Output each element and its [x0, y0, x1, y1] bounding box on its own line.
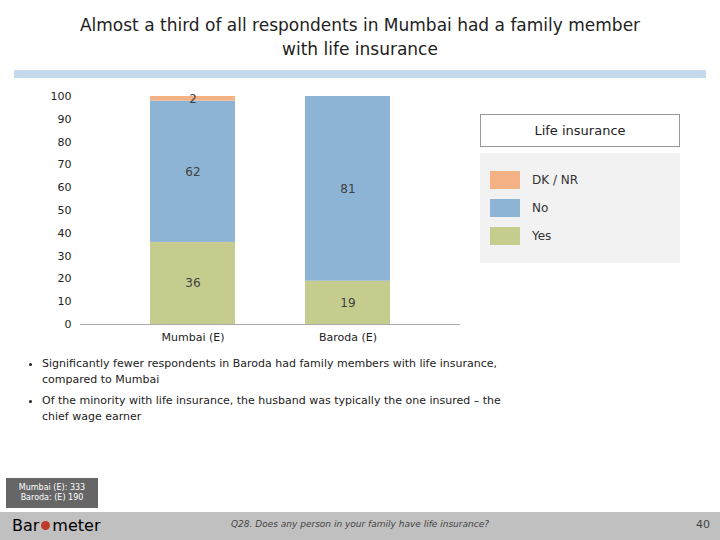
svg-text:81: 81: [340, 181, 355, 195]
html-text:Q28. Does any person in your f: Q28. Does any person in your family have…: [231, 519, 489, 529]
svg-text:60: 60: [58, 181, 72, 194]
svg-text:62: 62: [185, 164, 200, 178]
svg-text:2: 2: [189, 91, 197, 105]
svg-text:0: 0: [65, 318, 72, 331]
svg-text:19: 19: [340, 295, 355, 309]
html-text:Almost a third of all responde: Almost a third of all respondents in Mum…: [79, 15, 641, 59]
html-text:DK / NR: DK / NR: [532, 172, 579, 187]
html-text:Yes: Yes: [532, 228, 552, 243]
html-text:meter: meter: [52, 516, 101, 535]
html-text:Significantly fewer respondent: Significantly fewer respondents in Barod…: [42, 356, 497, 386]
html-text:Bar: Bar: [12, 516, 40, 535]
svg-text:20: 20: [58, 272, 72, 285]
html-text:Mumbai (E): 333 Baroda: (E) 19: Mumbai (E): 333 Baroda: (E) 190: [18, 482, 86, 502]
svg-text:80: 80: [58, 135, 72, 148]
svg-text:10: 10: [58, 295, 72, 308]
svg-text:70: 70: [58, 158, 72, 171]
html-text:Of the minority with life insu: Of the minority with life insurance, the…: [42, 394, 501, 424]
svg-text:36: 36: [185, 276, 200, 290]
svg-text:40: 40: [58, 226, 72, 239]
html-text:No: No: [532, 200, 549, 215]
html-text:40: 40: [696, 518, 710, 531]
svg-text:90: 90: [58, 112, 72, 125]
svg-text:50: 50: [58, 204, 72, 217]
svg-text:Baroda (E): Baroda (E): [319, 331, 377, 344]
svg-text:100: 100: [51, 90, 72, 103]
svg-text:30: 30: [58, 249, 72, 262]
html-text:Life insurance: Life insurance: [534, 122, 626, 138]
svg-text:Mumbai (E): Mumbai (E): [162, 331, 225, 344]
